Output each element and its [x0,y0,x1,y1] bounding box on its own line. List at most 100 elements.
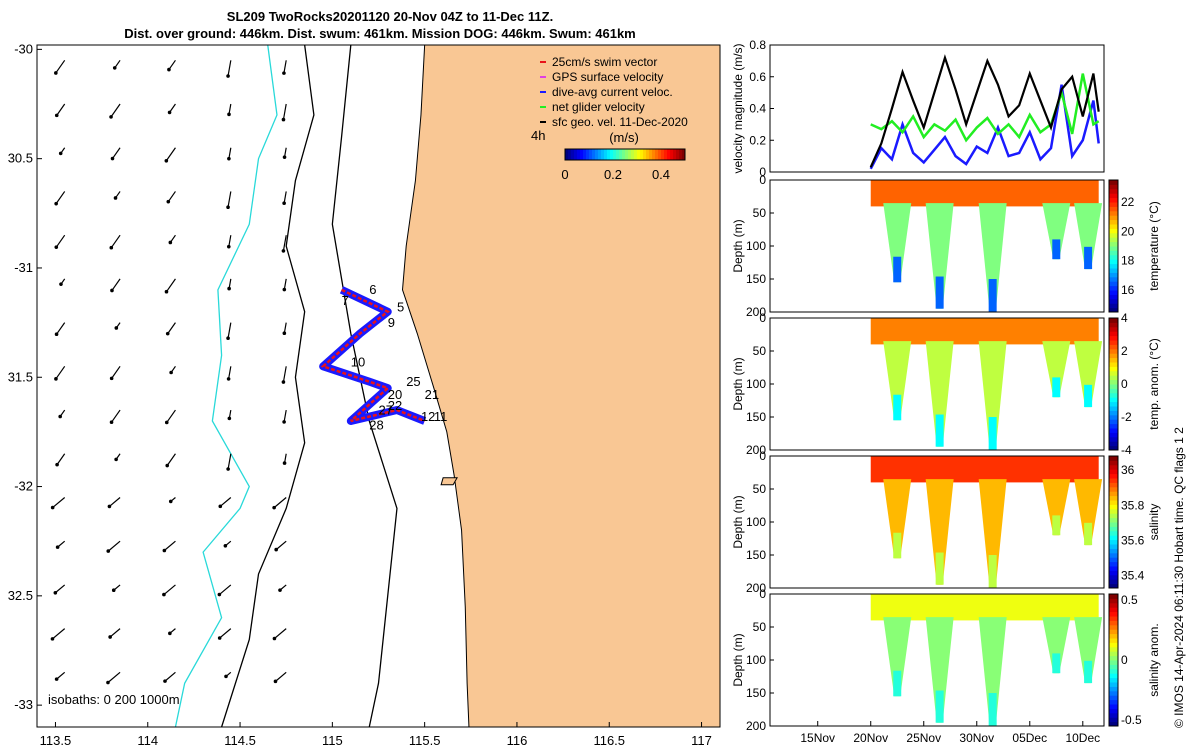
map-y-tick-label: -33 [14,697,33,712]
section-colorbar-step [1109,655,1118,661]
current-vector-head [164,158,169,163]
dive-profile-deep [893,256,902,283]
current-vector [228,366,232,380]
map-isobaths [174,44,398,728]
dive-profile [1042,479,1071,536]
time-tick-label: 10Dec [1065,731,1100,745]
surface-layer [870,456,1099,483]
colorbar-step [574,149,578,160]
colorbar-step [649,149,653,160]
colorbar-step [658,149,662,160]
section-colorbar-tick-label: -0.5 [1121,713,1142,727]
isobath-200m [174,44,278,728]
section-colorbar-frame [1108,455,1119,589]
current-vector [283,278,287,290]
current-vector-head [113,196,118,200]
current-vector [55,234,66,248]
current-vector [110,103,121,118]
current-vector [227,453,232,470]
map-colorbar: 0 0.2 0.4 [561,148,686,182]
depth-tick-label: 50 [753,482,767,496]
map-x-tick-label: 116.5 [593,733,625,748]
dive-profile [978,203,1007,312]
depth-tick-label: 200 [746,305,766,319]
colorbar-tick-label: 0.4 [652,167,670,182]
current-vector-head [227,416,232,421]
day-label: 21 [425,387,439,402]
dive-profile [883,341,912,421]
current-vector-head [166,199,171,204]
map-y-tick-label: 31.5 [8,369,33,384]
current-vector-head [272,505,276,510]
section-colorbar-step [1109,232,1118,238]
current-vector-head [226,205,230,210]
current-vector [111,278,121,291]
section-colorbar-tick-label: 0 [1121,377,1128,391]
current-vector-head [282,420,286,424]
current-vector-head [282,331,287,336]
section-colorbar-step [1109,344,1118,350]
current-vector [275,540,287,551]
isobaths-label: isobaths: 0 200 1000m [48,692,180,707]
current-vector-head [50,637,55,641]
current-vector-head [278,588,282,592]
current-vector-head [54,113,59,118]
current-vector-head [54,377,58,381]
section-colorbar-step [1109,682,1118,687]
dive-profile [1074,341,1103,408]
current-vector-head [168,499,173,504]
dive-profile [925,479,954,585]
section-colorbar-step [1109,486,1118,492]
section-colorbar-step [1109,460,1118,466]
current-vector-head [54,201,58,206]
dive-profile-deep [893,532,902,559]
current-vector-head [110,156,115,161]
current-vector-head [168,240,173,245]
current-vector [228,147,232,159]
dive-profile [925,341,954,447]
current-vector-head [223,543,228,548]
current-vector-head [54,245,59,249]
day-label: 6 [369,282,376,297]
section-colorbar-step [1109,557,1118,563]
map-x-tick-label: 114.5 [224,733,256,748]
section-colorbar-step [1109,539,1118,545]
current-vector-head [109,376,114,381]
section-colorbar-tick-label: 18 [1121,254,1135,268]
current-vector-head [108,635,112,639]
colorbar-step [610,149,614,160]
section-colorbar-step [1109,180,1118,185]
section-colorbar-step [1109,469,1118,475]
colorbar-step [601,149,605,160]
section-colorbar-step [1109,357,1118,363]
section-colorbar-step [1109,384,1118,389]
colorbar-step [592,149,596,160]
current-vector-head [111,588,116,593]
current-vector [110,234,121,249]
colorbar-unit-label: (m/s) [609,130,639,145]
current-vector [228,235,232,247]
section-colorbar-tick-label: 35.8 [1121,498,1145,512]
colorbar-step [661,149,665,160]
isobath-shelf [331,44,398,728]
current-vector [273,497,287,509]
current-vector [218,584,232,595]
depth-tick-label: 150 [746,272,766,286]
dive-profile-deep [988,555,997,588]
colorbar-step [619,149,623,160]
section-colorbar-step [1109,690,1118,696]
current-vector-head [282,201,286,206]
current-vector-head [164,420,169,425]
current-vector-head [58,414,62,419]
current-vector [111,409,121,423]
velocity-y-tick-label: 0 [759,165,766,179]
section-colorbar-step [1109,197,1118,203]
section-colorbar-step [1109,184,1118,190]
section-colorbar-step [1109,482,1118,488]
colorbar-tick-label: 0.2 [604,167,622,182]
section-colorbar-step [1109,401,1118,407]
section-colorbar-step [1109,290,1118,295]
